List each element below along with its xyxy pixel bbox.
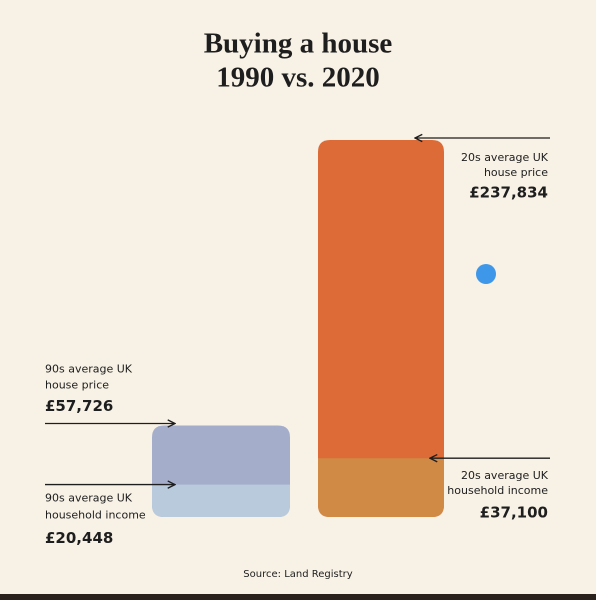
label: 20s average UK (461, 469, 549, 482)
dot (476, 264, 496, 284)
value-label: £57,726 (45, 397, 113, 415)
chart-title: 1990 vs. 2020 (216, 62, 380, 94)
chart-title: Buying a house (204, 28, 393, 60)
bar (152, 484, 290, 517)
value-label: £37,100 (480, 504, 548, 522)
label: household income (45, 509, 146, 522)
label: 20s average UK (461, 151, 549, 164)
value-label: £237,834 (469, 184, 548, 202)
label: 90s average UK (45, 362, 133, 375)
bar (318, 458, 444, 517)
value-label: £20,448 (45, 529, 113, 547)
label: house price (45, 378, 109, 391)
bar (318, 140, 444, 517)
label: 90s average UK (45, 492, 133, 505)
label: house price (484, 166, 548, 179)
bottom-strip (0, 594, 596, 600)
source: Source: Land Registry (243, 569, 352, 580)
label: household income (447, 484, 548, 497)
